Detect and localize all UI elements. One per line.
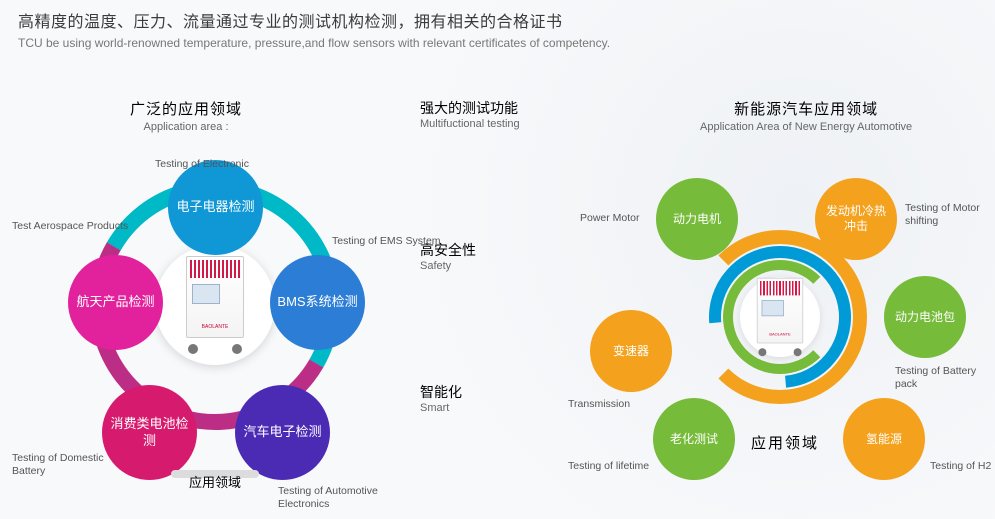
mid-cn: 强大的测试功能 <box>420 98 580 118</box>
label-electronic: Testing of Electronic <box>155 158 249 171</box>
right-app-banner: 应用领域 <box>733 430 837 488</box>
petal-automotive: 汽车电子检测 <box>235 385 330 480</box>
right-title-cn: 新能源汽车应用领域 <box>700 98 912 119</box>
right-device: BAOLANTE <box>749 278 811 356</box>
petal-lifetime: 老化测试 <box>653 398 735 480</box>
petal-label: 航天产品检测 <box>76 294 154 310</box>
petal-label: 消费类电池检测 <box>108 416 191 449</box>
left-section-title: 广泛的应用领域 Application area : <box>130 98 242 133</box>
rlabel-battpack: Testing of Battery pack <box>895 365 995 390</box>
petal-electronic: 电子电器检测 <box>168 160 263 255</box>
rlabel-life: Testing of lifetime <box>568 460 649 473</box>
petal-battery-pack: 动力电池包 <box>884 276 966 358</box>
petal-label: 汽车电子检测 <box>243 424 321 440</box>
petal-label: 氢能源 <box>866 432 902 447</box>
petal-power-motor: 动力电机 <box>656 178 738 260</box>
petal-label: 老化测试 <box>670 432 718 447</box>
label-aerospace: Test Aerospace Products <box>12 220 128 233</box>
mid-item: 智能化 Smart <box>420 382 580 414</box>
left-title-cn: 广泛的应用领域 <box>130 98 242 119</box>
mid-cn: 智能化 <box>420 382 580 402</box>
petal-label: BMS系统检测 <box>277 294 357 310</box>
mid-en: Safety <box>420 260 580 272</box>
petal-label: 电子电器检测 <box>176 199 254 215</box>
page-title-cn: 高精度的温度、压力、流量通过专业的测试机构检测，拥有相关的合格证书 <box>18 8 977 32</box>
mid-en: Smart <box>420 402 580 414</box>
left-app-banner: 应用领域 <box>171 470 259 478</box>
petal-bms: BMS系统检测 <box>270 255 365 350</box>
mid-cn: 高安全性 <box>420 240 580 260</box>
page-title-en: TCU be using world-renowned temperature,… <box>18 36 977 50</box>
left-device-badge: BAOLANTE <box>190 324 240 332</box>
petal-label: 发动机冷热冲击 <box>821 204 891 234</box>
petal-label: 变速器 <box>613 344 649 359</box>
rlabel-h2: Testing of H2 <box>930 460 991 473</box>
rlabel-trans: Transmission <box>568 398 630 411</box>
petal-label: 动力电机 <box>673 212 721 227</box>
mid-item: 强大的测试功能 Multifuctional testing <box>420 98 580 130</box>
mid-item: 高安全性 Safety <box>420 240 580 272</box>
petal-motor-shift: 发动机冷热冲击 <box>815 178 897 260</box>
middle-column: 强大的测试功能 Multifuctional testing 高安全性 Safe… <box>420 98 580 472</box>
petal-label: 动力电池包 <box>895 310 955 325</box>
right-section-title: 新能源汽车应用领域 Application Area of New Energy… <box>700 98 912 133</box>
petal-aerospace: 航天产品检测 <box>68 255 163 350</box>
rlabel-shift: Testing of Motor shifting <box>905 202 995 227</box>
right-title-en: Application Area of New Energy Automotiv… <box>700 121 912 133</box>
left-title-en: Application area : <box>130 121 242 133</box>
rlabel-power: Power Motor <box>580 212 640 225</box>
right-device-badge: BAOLANTE <box>760 332 800 338</box>
label-battery: Testing of Domestic Battery <box>12 452 132 477</box>
petal-transmission: 变速器 <box>590 310 672 392</box>
left-device: BAOLANTE <box>176 256 254 354</box>
petal-h2: 氢能源 <box>843 398 925 480</box>
left-diagram: BAOLANTE 电子电器检测 BMS系统检测 汽车电子检测 消费类电池检测 航… <box>40 140 400 500</box>
label-automotive: Testing of Automotive Electronics <box>278 485 398 510</box>
mid-en: Multifuctional testing <box>420 118 580 130</box>
